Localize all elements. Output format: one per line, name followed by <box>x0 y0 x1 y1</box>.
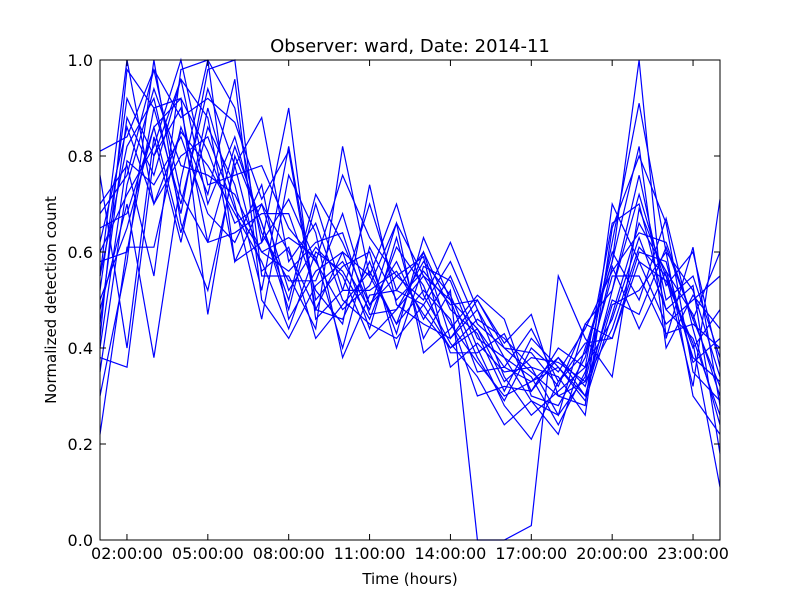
y-tick-label: 0.0 <box>68 531 93 550</box>
series-line-9 <box>99 59 721 397</box>
series-line-18 <box>99 59 721 441</box>
y-tick-label: 0.4 <box>68 339 93 358</box>
plot-frame <box>99 59 721 541</box>
x-tick-label: 14:00:00 <box>415 544 487 563</box>
y-tick-label: 1.0 <box>68 51 93 70</box>
y-tick-label: 0.2 <box>68 435 93 454</box>
y-tick-label: 0.6 <box>68 243 93 262</box>
series-line-15 <box>99 79 721 417</box>
x-tick-label: 23:00:00 <box>657 544 729 563</box>
x-tick-label: 08:00:00 <box>253 544 325 563</box>
series-line-14 <box>99 69 721 427</box>
series-line-12 <box>99 107 721 397</box>
series-line-7 <box>99 59 721 435</box>
x-tick-label: 20:00:00 <box>576 544 648 563</box>
series-line-6 <box>99 77 721 403</box>
x-axis-label: Time (hours) <box>361 570 457 588</box>
x-axis-ticks: 02:00:00 05:00:00 08:00:00 11:00:00 14:00:00… <box>91 60 729 563</box>
y-axis-ticks: 0.0 0.2 0.4 0.6 0.8 1.0 <box>68 51 720 550</box>
x-tick-label: 05:00:00 <box>172 544 244 563</box>
series-layer <box>99 57 721 541</box>
y-axis-label: Normalized detection count <box>42 196 60 404</box>
series-line-17 <box>99 135 721 541</box>
x-tick-label: 11:00:00 <box>334 544 406 563</box>
chart-title: Observer: ward, Date: 2014-11 <box>270 36 550 57</box>
x-tick-label: 02:00:00 <box>91 544 163 563</box>
x-tick-label: 17:00:00 <box>495 544 567 563</box>
series-line-20 <box>99 86 721 398</box>
y-tick-label: 0.8 <box>68 147 93 166</box>
